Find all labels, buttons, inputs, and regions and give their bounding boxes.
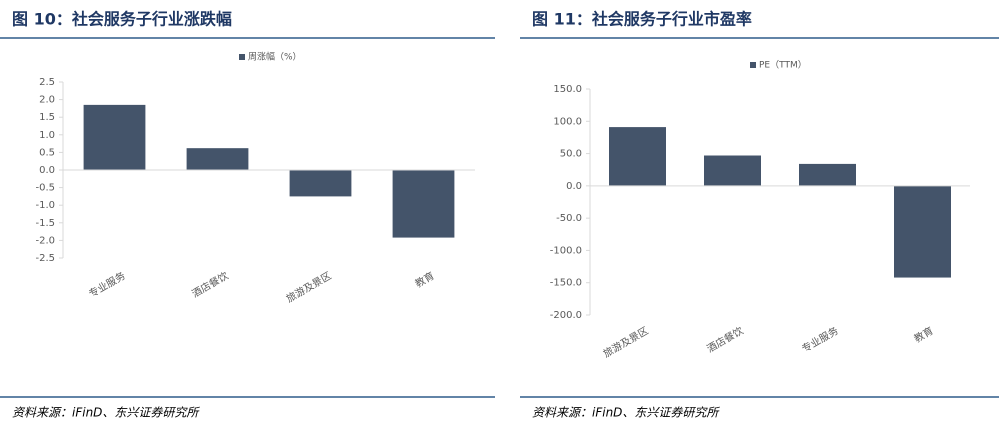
x-tick-label: 旅游及景区 bbox=[601, 324, 651, 360]
y-tick-label: -150.0 bbox=[550, 278, 582, 289]
y-tick-label: 1.5 bbox=[39, 112, 55, 123]
y-tick-label: 0.5 bbox=[39, 147, 55, 158]
legend-swatch bbox=[750, 62, 756, 68]
y-tick-label: -1.5 bbox=[35, 218, 55, 229]
legend-swatch bbox=[239, 54, 245, 60]
bar bbox=[392, 170, 455, 238]
bar bbox=[894, 185, 951, 278]
bar bbox=[609, 127, 666, 186]
y-tick-label: 2.0 bbox=[39, 95, 55, 106]
bar bbox=[799, 163, 856, 186]
source: 资料来源：iFinD、东兴证券研究所 bbox=[532, 406, 720, 420]
source: 资料来源：iFinD、东兴证券研究所 bbox=[12, 406, 200, 420]
y-tick-label: -2.0 bbox=[35, 235, 55, 246]
legend-label: PE（TTM） bbox=[759, 60, 807, 71]
y-tick-label: 150.0 bbox=[553, 84, 582, 95]
x-tick-label: 教育 bbox=[413, 269, 437, 290]
y-tick-label: -50.0 bbox=[556, 213, 582, 224]
x-tick-label: 专业服务 bbox=[86, 269, 127, 300]
x-tick-label: 酒店餐饮 bbox=[189, 269, 230, 300]
bar bbox=[83, 104, 146, 170]
y-tick-label: -1.0 bbox=[35, 200, 55, 211]
x-tick-label: 专业服务 bbox=[799, 324, 840, 355]
y-tick-label: -0.5 bbox=[35, 183, 55, 194]
x-tick-label: 教育 bbox=[912, 324, 936, 345]
legend-label: 周涨幅（%） bbox=[248, 51, 302, 63]
y-tick-label: 2.5 bbox=[39, 77, 55, 88]
y-tick-label: 0.0 bbox=[566, 181, 582, 192]
y-tick-label: -100.0 bbox=[550, 245, 582, 256]
y-tick-label: 0.0 bbox=[39, 165, 55, 176]
y-tick-label: 50.0 bbox=[560, 149, 582, 160]
figure-title: 图 11：社会服务子行业市盈率 bbox=[532, 10, 752, 29]
y-tick-label: 1.0 bbox=[39, 130, 55, 141]
y-tick-label: -200.0 bbox=[550, 310, 582, 321]
figure-title: 图 10：社会服务子行业涨跌幅 bbox=[12, 10, 232, 29]
y-tick-label: -2.5 bbox=[35, 253, 55, 264]
bar bbox=[186, 148, 249, 170]
bar bbox=[704, 155, 761, 186]
bar bbox=[289, 170, 352, 197]
y-tick-label: 100.0 bbox=[553, 116, 582, 127]
x-tick-label: 酒店餐饮 bbox=[704, 324, 745, 355]
x-tick-label: 旅游及景区 bbox=[284, 269, 334, 305]
